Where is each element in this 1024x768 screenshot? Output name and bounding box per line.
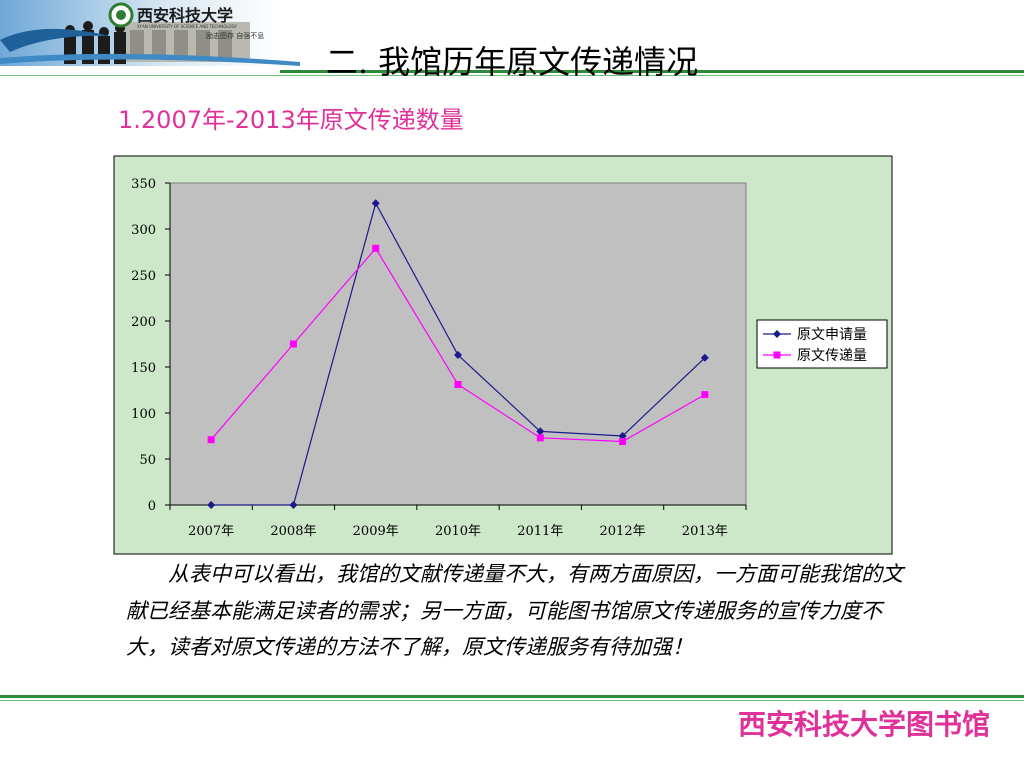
data-point: [289, 501, 298, 509]
data-point: [371, 199, 380, 208]
chart-subtitle: 1.2007年-2013年原文传递数量: [118, 106, 464, 134]
y-tick-label: 200: [131, 315, 156, 330]
x-tick-label: 2008年: [270, 524, 316, 539]
footer-divider: [0, 695, 1024, 698]
y-axis: 0 50 100 150 200 250 300 350: [131, 177, 171, 514]
legend-marker: [773, 330, 781, 338]
x-tick-label: 2012年: [600, 524, 646, 539]
y-tick-label: 100: [131, 407, 156, 422]
y-tick-label: 250: [131, 269, 156, 284]
data-point: [536, 434, 544, 442]
university-motto: 励志图存 自强不息: [206, 31, 264, 40]
footer-divider-thin: [0, 700, 1024, 701]
x-tick-label: 2009年: [353, 524, 399, 539]
x-tick-label: 2013年: [682, 524, 728, 539]
data-point: [536, 427, 545, 436]
y-tick-label: 0: [148, 499, 156, 514]
series-1: [207, 199, 709, 509]
series-lines: [207, 199, 709, 509]
x-tick-label: 2007年: [188, 524, 234, 539]
data-point: [207, 436, 215, 444]
body-paragraph: 从表中可以看出，我馆的文献传递量不大，有两方面原因，一方面可能我馆的文献已经基本…: [126, 562, 903, 659]
y-tick-label: 50: [139, 453, 156, 468]
data-point: [701, 391, 709, 399]
data-point: [454, 351, 462, 360]
data-point: [372, 244, 380, 252]
data-point: [207, 501, 216, 509]
plot-area: [169, 182, 747, 506]
data-point: [454, 380, 462, 388]
header-banner: 西安科技大学 XI'AN UNIVERSITY OF SCIENCE AND T…: [0, 0, 1024, 76]
data-point: [619, 438, 627, 446]
legend-marker: [773, 351, 781, 359]
x-tick-label: 2011年: [517, 524, 563, 539]
legend-label: 原文传递量: [797, 348, 867, 364]
university-name: 西安科技大学: [137, 6, 233, 25]
footer-library-name: 西安科技大学图书馆: [737, 708, 990, 741]
y-tick-label: 350: [131, 177, 156, 192]
x-tick-label: 2010年: [435, 524, 481, 539]
series-2: [207, 244, 709, 446]
data-point: [700, 353, 709, 362]
university-name-en: XI'AN UNIVERSITY OF SCIENCE AND TECHNOLO…: [137, 24, 238, 29]
slide-title: 二. 我馆历年原文传递情况: [325, 43, 699, 81]
y-tick-label: 300: [131, 223, 156, 238]
legend-label: 原文申请量: [797, 327, 867, 343]
data-point: [618, 432, 627, 440]
legend-box: [756, 319, 888, 369]
y-tick-label: 150: [131, 361, 156, 376]
data-point: [289, 340, 297, 348]
